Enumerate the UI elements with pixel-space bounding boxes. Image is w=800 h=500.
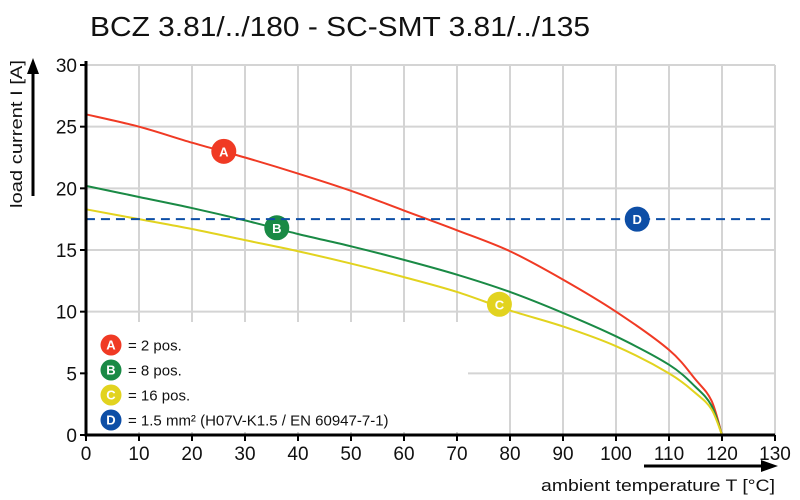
legend-marker <box>100 384 122 406</box>
series-marker-D: D <box>624 206 650 232</box>
x-tick-label: 50 <box>340 444 361 465</box>
legend-item-C: C = 16 pos. <box>100 384 190 406</box>
x-tick-label: 40 <box>287 444 308 465</box>
x-tick-label: 30 <box>234 444 255 465</box>
legend-item-D: D = 1.5 mm² (H07V-K1.5 / EN 60947-7-1) <box>100 409 389 431</box>
x-tick-label: 10 <box>128 444 149 465</box>
x-tick-label: 130 <box>759 444 791 465</box>
legend-label: = 1.5 mm² (H07V-K1.5 / EN 60947-7-1) <box>128 413 389 430</box>
y-tick-label: 15 <box>56 241 77 262</box>
legend-marker <box>100 409 122 431</box>
y-tick-label: 5 <box>66 364 77 385</box>
series-marker-A: A <box>211 138 237 164</box>
y-axis-label: load current I [A] <box>7 60 26 208</box>
marker-circle <box>264 215 290 241</box>
legend-label: = 8 pos. <box>128 363 182 380</box>
y-axis-arrowhead <box>27 58 39 74</box>
marker-letter: D <box>633 212 642 227</box>
series-line-B <box>85 184 723 436</box>
marker-circle <box>211 138 237 164</box>
legend-item-A: A = 2 pos. <box>100 334 182 356</box>
legend-background <box>88 322 468 432</box>
y-tick-label: 25 <box>56 118 77 139</box>
legend-marker-letter: A <box>106 338 116 353</box>
x-axis-arrowhead <box>761 460 778 472</box>
y-tick-label: 30 <box>56 56 77 77</box>
x-axis-label: ambient temperature T [°C] <box>541 476 775 495</box>
legend-label: = 2 pos. <box>128 338 182 355</box>
x-tick-label: 100 <box>600 444 632 465</box>
x-tick-label: 120 <box>706 444 738 465</box>
marker-letter: B <box>272 221 281 236</box>
x-tick-label: 80 <box>499 444 520 465</box>
series-marker-B: B <box>264 215 290 241</box>
axes: 0 10 20 30 40 50 60 70 80 90 100 110 120 130 0 5 10 15 20 2… <box>56 56 791 465</box>
y-tick-label: 0 <box>66 426 77 447</box>
x-tick-label: 0 <box>81 444 92 465</box>
legend-item-B: B = 8 pos. <box>100 359 182 381</box>
chart-title: BCZ 3.81/../180 - SC-SMT 3.81/../135 <box>90 11 590 42</box>
legend-marker-letter: D <box>106 413 115 428</box>
legend: A = 2 pos. B = 8 pos. C = 16 pos. D = 1.5 mm² (… <box>100 334 389 431</box>
legend-marker-letter: C <box>106 388 116 403</box>
x-tick-label: 110 <box>654 444 684 465</box>
x-tick-label: 90 <box>552 444 573 465</box>
legend-label: = 16 pos. <box>128 388 190 405</box>
y-tick-label: 10 <box>56 303 77 324</box>
x-tick-label: 70 <box>446 444 467 465</box>
marker-circle <box>624 206 650 232</box>
y-tick-label: 20 <box>56 179 77 200</box>
series-line-C <box>85 208 723 436</box>
marker-letter: C <box>495 297 505 312</box>
legend-marker <box>100 334 122 356</box>
x-tick-label: 20 <box>181 444 202 465</box>
series-line-A <box>85 113 723 436</box>
marker-circle <box>486 291 512 317</box>
x-tick-label: 60 <box>393 444 414 465</box>
series-marker-C: C <box>486 291 512 317</box>
legend-marker <box>100 359 122 381</box>
marker-letter: A <box>219 144 229 159</box>
legend-marker-letter: B <box>106 363 115 378</box>
